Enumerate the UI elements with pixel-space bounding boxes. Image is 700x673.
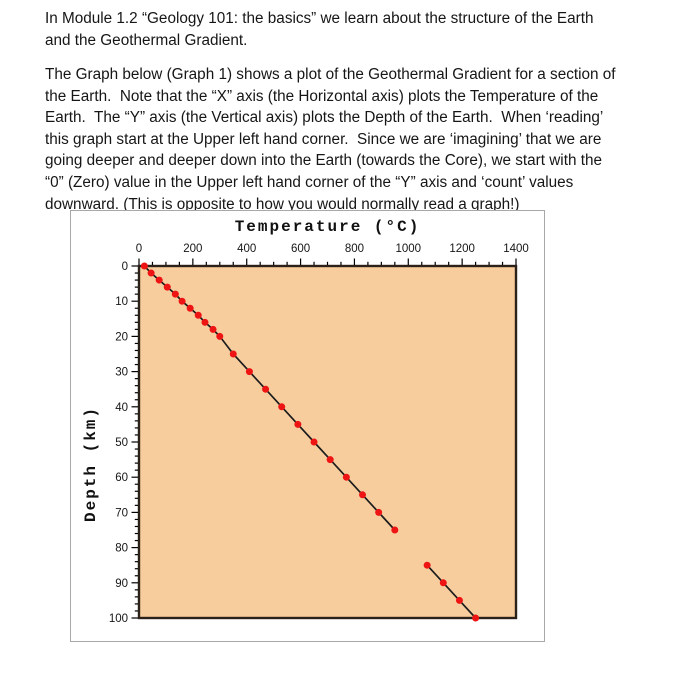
data-point (342, 473, 350, 481)
data-point (326, 456, 334, 464)
y-tick-label: 20 (115, 331, 128, 343)
data-point (201, 318, 209, 326)
x-tick-label: 0 (136, 243, 142, 255)
x-tick-label: 1400 (503, 243, 529, 255)
plot-area (137, 264, 518, 620)
data-point (216, 332, 224, 340)
y-tick-label: 40 (115, 402, 128, 414)
x-tick-label: 800 (345, 243, 364, 255)
data-point (310, 438, 318, 446)
x-tick-label: 200 (183, 243, 202, 255)
data-point (186, 304, 194, 312)
data-point (423, 561, 431, 569)
data-point (163, 283, 171, 291)
data-point (171, 290, 179, 298)
data-point (140, 262, 148, 270)
data-point (209, 325, 217, 333)
data-point (359, 491, 367, 499)
y-tick-label: 90 (115, 578, 128, 590)
x-tick-label: 400 (237, 243, 256, 255)
graph-description-paragraph: The Graph below (Graph 1) shows a plot o… (45, 66, 616, 213)
x-tick-label: 1200 (449, 243, 475, 255)
data-point (391, 526, 399, 534)
data-point (294, 420, 302, 428)
data-point (178, 297, 186, 305)
y-tick-label: 10 (115, 296, 128, 308)
data-point (229, 350, 237, 358)
data-point (472, 614, 480, 622)
gradient-line-segment (143, 265, 396, 531)
x-tick-label: 600 (291, 243, 310, 255)
graph-1-container: Temperature (°C) Depth (km) 0 200 400 600 80… (70, 210, 545, 642)
data-point (155, 276, 163, 284)
data-point (375, 508, 383, 516)
gradient-line-segment (426, 564, 477, 619)
y-tick-label: 70 (115, 507, 128, 519)
data-point (455, 596, 463, 604)
geothermal-gradient-plot: 0 200 400 600 800 1000 1200 1400 0 10 20 30 40 50 60 70… (109, 243, 529, 625)
x-tick-label: 1000 (395, 243, 421, 255)
data-point (262, 385, 270, 393)
y-tick-label: 60 (115, 472, 128, 484)
y-tick-label: 80 (115, 543, 128, 555)
data-point (439, 579, 447, 587)
y-tick-label: 50 (115, 437, 128, 449)
data-point (278, 403, 286, 411)
y-tick-label: 100 (109, 613, 128, 625)
data-point (147, 269, 155, 277)
intro-paragraph: In Module 1.2 “Geology 101: the basics” … (45, 10, 594, 49)
y-tick-label: 0 (122, 261, 128, 273)
data-point (245, 368, 253, 376)
data-point (194, 311, 202, 319)
y-tick-label: 30 (115, 367, 128, 379)
x-axis-title: Temperature (°C) (234, 218, 421, 236)
